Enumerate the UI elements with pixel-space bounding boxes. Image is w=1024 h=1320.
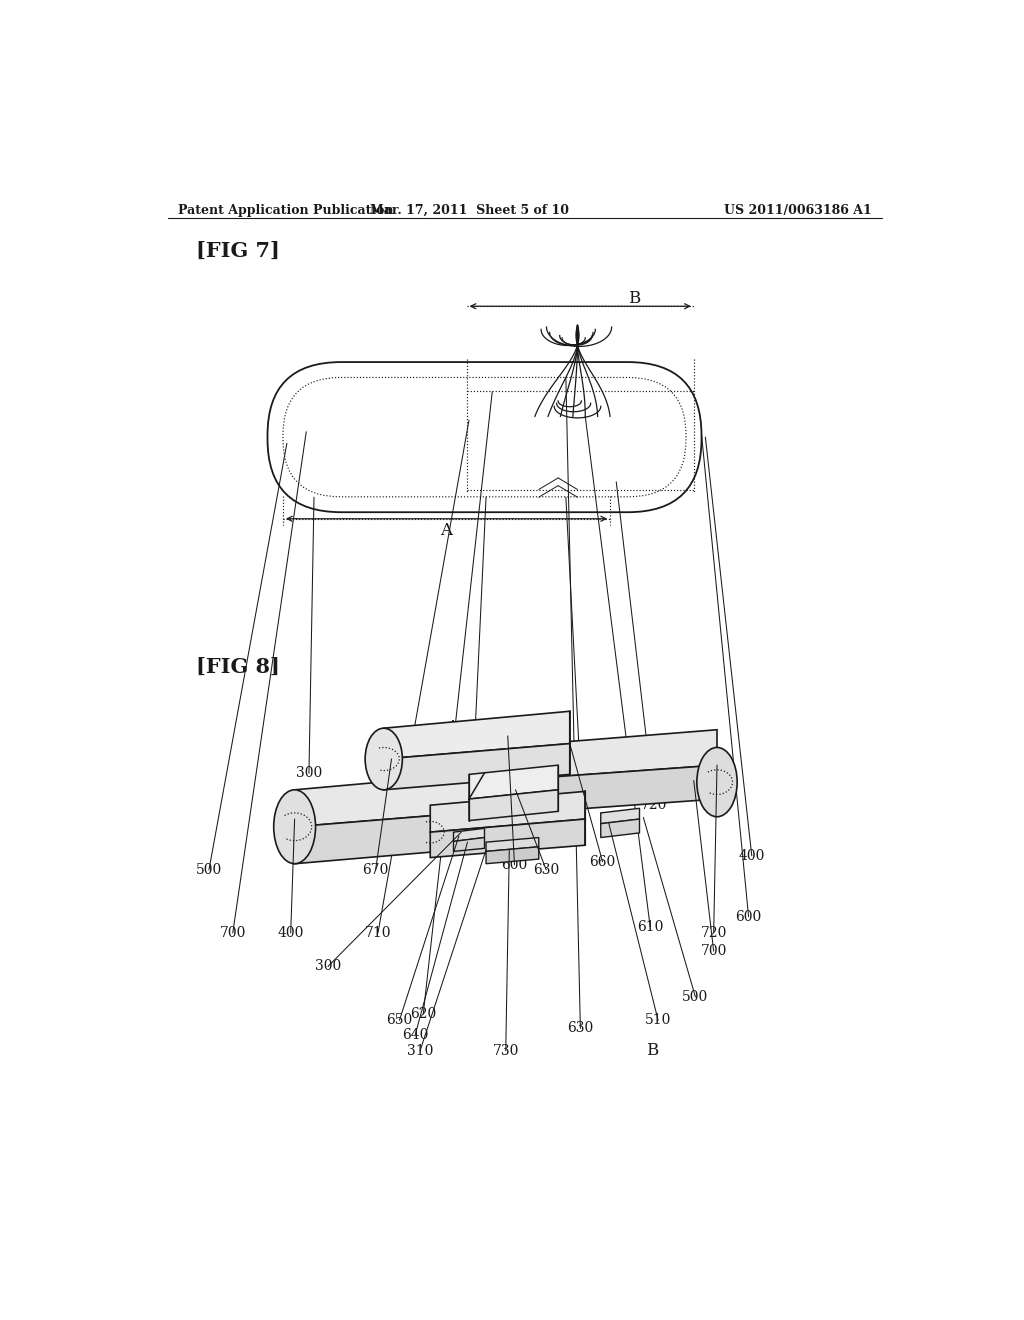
Text: 500: 500 [196, 863, 222, 876]
Text: 500: 500 [682, 990, 709, 1005]
Ellipse shape [366, 729, 402, 789]
Polygon shape [469, 766, 558, 799]
Text: 720: 720 [700, 925, 727, 940]
Text: 700: 700 [219, 925, 246, 940]
Text: B: B [629, 290, 641, 308]
Text: 650: 650 [386, 1014, 413, 1027]
Text: A: A [440, 521, 453, 539]
Text: 630: 630 [534, 863, 559, 876]
Polygon shape [384, 743, 569, 789]
Polygon shape [295, 812, 484, 863]
Polygon shape [523, 766, 717, 813]
Text: 730: 730 [493, 1044, 519, 1057]
Polygon shape [469, 789, 558, 821]
Text: 630: 630 [567, 1022, 594, 1035]
Polygon shape [295, 774, 484, 826]
Text: 670: 670 [362, 863, 389, 876]
Ellipse shape [273, 789, 315, 863]
Text: [FIG 8]: [FIG 8] [197, 656, 281, 677]
Text: Mar. 17, 2011  Sheet 5 of 10: Mar. 17, 2011 Sheet 5 of 10 [370, 205, 568, 218]
Text: 700: 700 [700, 944, 727, 958]
Polygon shape [430, 818, 586, 858]
Polygon shape [486, 837, 539, 851]
Text: 310: 310 [407, 1044, 433, 1057]
Polygon shape [454, 837, 484, 851]
Text: 610: 610 [637, 920, 664, 933]
Text: 640: 640 [402, 1027, 428, 1041]
Polygon shape [523, 730, 717, 779]
Text: [FIG 7]: [FIG 7] [197, 240, 281, 261]
Polygon shape [454, 829, 484, 841]
Text: US 2011/0063186 A1: US 2011/0063186 A1 [724, 205, 872, 218]
Text: 620: 620 [410, 1007, 436, 1022]
Text: 660: 660 [590, 855, 615, 869]
Ellipse shape [697, 747, 737, 817]
Text: 300: 300 [296, 767, 323, 780]
Text: 600: 600 [502, 858, 527, 871]
Text: Patent Application Publication: Patent Application Publication [178, 205, 394, 218]
Text: A: A [445, 719, 458, 737]
Text: 400: 400 [738, 849, 765, 863]
Text: 640: 640 [460, 764, 486, 779]
Text: B: B [646, 1043, 657, 1059]
Text: 600: 600 [735, 909, 762, 924]
Text: 720: 720 [641, 797, 668, 812]
Polygon shape [384, 711, 569, 759]
Text: 310: 310 [567, 767, 594, 780]
Text: 300: 300 [314, 960, 341, 973]
Text: 400: 400 [278, 925, 304, 940]
Polygon shape [601, 818, 640, 837]
FancyBboxPatch shape [267, 362, 701, 512]
Polygon shape [601, 808, 640, 824]
Polygon shape [430, 792, 586, 832]
Text: 710: 710 [365, 925, 391, 940]
Text: 510: 510 [645, 1014, 672, 1027]
Polygon shape [486, 847, 539, 863]
